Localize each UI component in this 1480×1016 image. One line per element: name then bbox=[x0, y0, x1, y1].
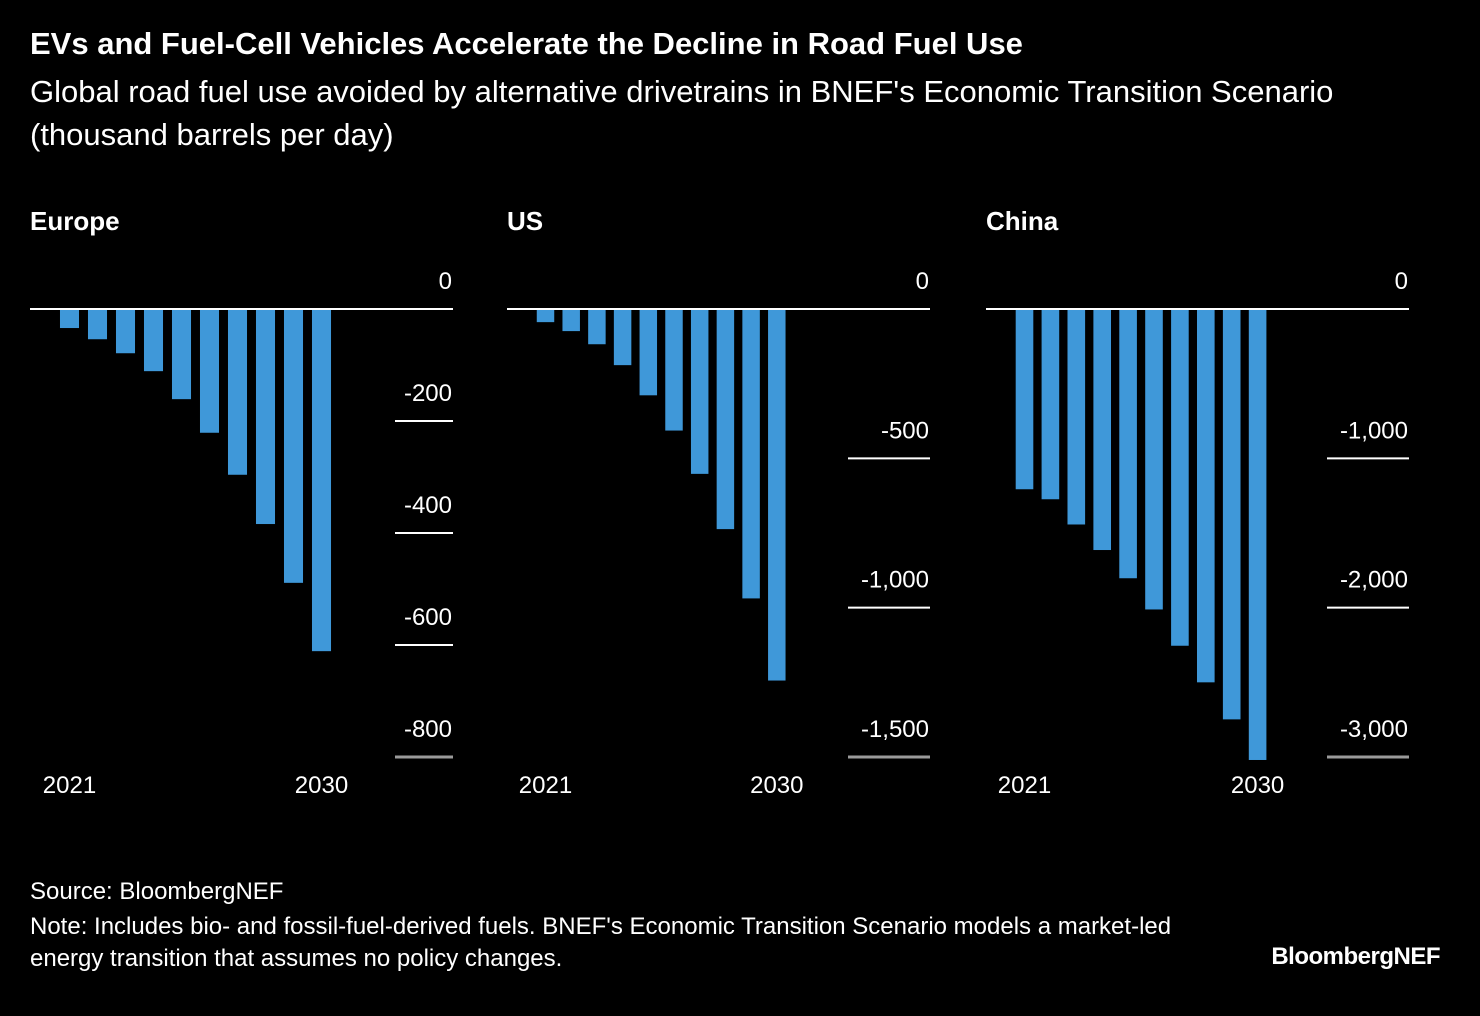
bar bbox=[562, 309, 580, 332]
bar bbox=[1015, 309, 1034, 490]
note: Note: Includes bio- and fossil-fuel-deri… bbox=[30, 913, 1172, 972]
source: Source: BloombergNEF bbox=[30, 878, 284, 905]
x-tick-label: 2030 bbox=[1231, 772, 1284, 799]
bar bbox=[613, 309, 632, 366]
bar bbox=[742, 309, 760, 599]
panel-title: US bbox=[507, 206, 543, 236]
bar bbox=[311, 309, 332, 652]
bar bbox=[115, 309, 136, 354]
bar bbox=[87, 309, 108, 340]
bar bbox=[143, 309, 164, 372]
y-tick-label: -3,000 bbox=[1340, 716, 1408, 743]
bar bbox=[1248, 309, 1267, 760]
y-tick-label: -2,000 bbox=[1340, 567, 1408, 594]
bar bbox=[283, 309, 304, 583]
x-tick-label: 2030 bbox=[295, 772, 348, 799]
brand: BloombergNEF bbox=[1271, 943, 1440, 970]
y-tick-label: 0 bbox=[916, 268, 929, 295]
bar bbox=[227, 309, 248, 475]
y-tick-label: -1,500 bbox=[861, 716, 929, 743]
subtitle: Global road fuel use avoided by alternat… bbox=[30, 74, 1334, 152]
bar bbox=[1145, 309, 1163, 610]
bar bbox=[59, 309, 80, 329]
bar bbox=[588, 309, 606, 345]
y-tick-label: -400 bbox=[404, 492, 452, 519]
title: EVs and Fuel-Cell Vehicles Accelerate th… bbox=[30, 26, 1023, 61]
y-tick-label: -600 bbox=[404, 604, 452, 631]
bar bbox=[639, 309, 658, 396]
bar bbox=[1041, 309, 1060, 500]
bar bbox=[768, 309, 786, 681]
panel-title: Europe bbox=[30, 206, 120, 236]
bar bbox=[1196, 309, 1215, 683]
x-tick-label: 2021 bbox=[43, 772, 96, 799]
panel-title: China bbox=[986, 206, 1059, 236]
x-tick-label: 2021 bbox=[998, 772, 1051, 799]
bar bbox=[171, 309, 192, 400]
bar bbox=[1222, 309, 1241, 720]
y-tick-label: -500 bbox=[881, 417, 929, 444]
bar bbox=[1119, 309, 1137, 579]
y-tick-label: -1,000 bbox=[1340, 417, 1408, 444]
x-tick-label: 2021 bbox=[519, 772, 572, 799]
y-tick-label: -800 bbox=[404, 716, 452, 743]
bar bbox=[1067, 309, 1086, 525]
y-tick-label: 0 bbox=[439, 268, 452, 295]
bar bbox=[199, 309, 220, 433]
bar bbox=[690, 309, 709, 474]
y-tick-label: -1,000 bbox=[861, 567, 929, 594]
x-tick-label: 2030 bbox=[750, 772, 803, 799]
bar bbox=[1093, 309, 1112, 551]
bar bbox=[665, 309, 683, 431]
bar bbox=[1171, 309, 1189, 646]
bar bbox=[255, 309, 276, 525]
y-tick-label: -200 bbox=[404, 380, 452, 407]
bar bbox=[716, 309, 735, 530]
y-tick-label: 0 bbox=[1395, 268, 1408, 295]
bar bbox=[536, 309, 555, 323]
